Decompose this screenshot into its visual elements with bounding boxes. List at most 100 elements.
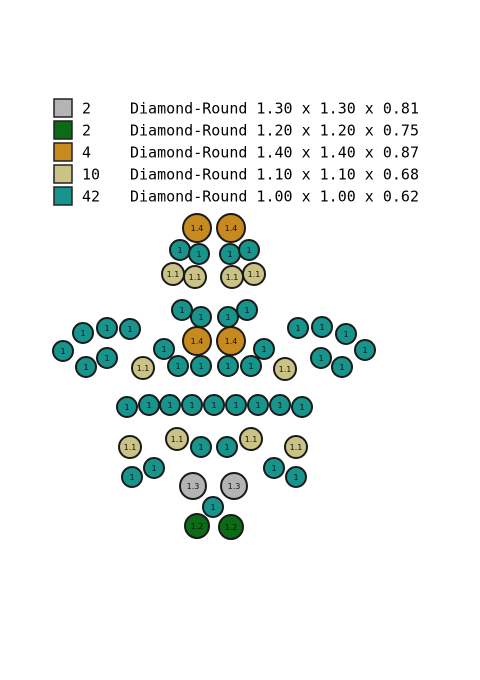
stone-label: 1 (167, 401, 172, 410)
stone-label: 1 (227, 250, 232, 259)
stone (202, 496, 224, 518)
stone (190, 436, 212, 458)
stone (159, 394, 181, 416)
stone (171, 299, 193, 321)
stone (182, 326, 212, 356)
stone-label: 1.4 (191, 337, 204, 346)
stone (240, 355, 262, 377)
stone-label: 1 (248, 362, 253, 371)
stone-label: 1 (179, 306, 184, 315)
stone (331, 356, 353, 378)
stone (284, 435, 308, 459)
stone-label: 1 (271, 464, 276, 473)
stone-label: 1 (104, 354, 109, 363)
stone (236, 299, 258, 321)
stone (287, 317, 309, 339)
stone-label: 1.4 (225, 224, 238, 233)
legend-description: Diamond-Round 1.00 x 1.00 x 0.62 (130, 188, 419, 206)
stone-label: 1 (293, 473, 298, 482)
stone (75, 356, 97, 378)
stone (311, 316, 333, 338)
stone-label: 1.1 (279, 365, 292, 374)
stone (253, 338, 275, 360)
stone-label: 1 (339, 363, 344, 372)
stone (203, 394, 225, 416)
legend-swatch (53, 186, 73, 206)
stone (119, 318, 141, 340)
stone (239, 427, 263, 451)
stone (273, 357, 297, 381)
stone-label: 1 (161, 345, 166, 354)
stone (118, 435, 142, 459)
legend-description: Diamond-Round 1.20 x 1.20 x 0.75 (130, 122, 419, 140)
legend-description: Diamond-Round 1.30 x 1.30 x 0.81 (130, 100, 419, 118)
stone-label: 1 (277, 401, 282, 410)
stone (354, 339, 376, 361)
stone-label: 1.1 (290, 443, 303, 452)
legend-count: 2 (82, 100, 91, 118)
stone (52, 340, 74, 362)
stone-label: 1 (177, 246, 182, 255)
stone-label: 1.1 (137, 364, 150, 373)
stone (238, 239, 260, 261)
legend-swatch (53, 164, 73, 184)
stone-label: 1 (151, 464, 156, 473)
stone-label: 1 (261, 345, 266, 354)
stone-label: 1 (175, 362, 180, 371)
stone (218, 514, 244, 540)
stone (269, 394, 291, 416)
stone (285, 466, 307, 488)
stone (167, 355, 189, 377)
stone (121, 466, 143, 488)
stone (225, 394, 247, 416)
stone-label: 1.1 (226, 273, 239, 282)
legend-count: 42 (82, 188, 100, 206)
stone (143, 457, 165, 479)
stone-label: 1.1 (248, 270, 261, 279)
stone-label: 1 (295, 324, 300, 333)
stone (96, 317, 118, 339)
stone-label: 1 (225, 313, 230, 322)
legend-swatch (53, 120, 73, 140)
stone (310, 347, 332, 369)
stone-label: 1 (127, 325, 132, 334)
stone (131, 356, 155, 380)
stone-label: 1 (244, 306, 249, 315)
stone-label: 1 (233, 401, 238, 410)
stone (116, 396, 138, 418)
legend-swatch (53, 98, 73, 118)
stone (220, 472, 248, 500)
stone (184, 513, 210, 539)
legend-description: Diamond-Round 1.10 x 1.10 x 0.68 (130, 166, 419, 184)
stone-label: 1 (318, 354, 323, 363)
stone (242, 262, 266, 286)
stone (182, 213, 212, 243)
stone-label: 1 (255, 401, 260, 410)
stone-label: 1 (146, 401, 151, 410)
stone-label: 1 (124, 403, 129, 412)
stone-label: 1 (198, 443, 203, 452)
stone (190, 355, 212, 377)
stone-label: 1 (83, 363, 88, 372)
stone-label: 1.1 (245, 435, 258, 444)
stone-label: 1 (189, 401, 194, 410)
stone (96, 347, 118, 369)
stone (72, 322, 94, 344)
stone-label: 1.4 (225, 337, 238, 346)
stone-label: 1 (225, 362, 230, 371)
stone (291, 396, 313, 418)
legend-count: 2 (82, 122, 91, 140)
stone-label: 1 (196, 250, 201, 259)
stone (216, 436, 238, 458)
stone-label: 1.1 (171, 435, 184, 444)
stone (217, 355, 239, 377)
stone-label: 1 (198, 362, 203, 371)
stone (181, 394, 203, 416)
stone (165, 427, 189, 451)
stone (183, 265, 207, 289)
stone (179, 472, 207, 500)
stone-label: 1 (198, 313, 203, 322)
stone (247, 394, 269, 416)
stone-label: 1 (211, 401, 216, 410)
